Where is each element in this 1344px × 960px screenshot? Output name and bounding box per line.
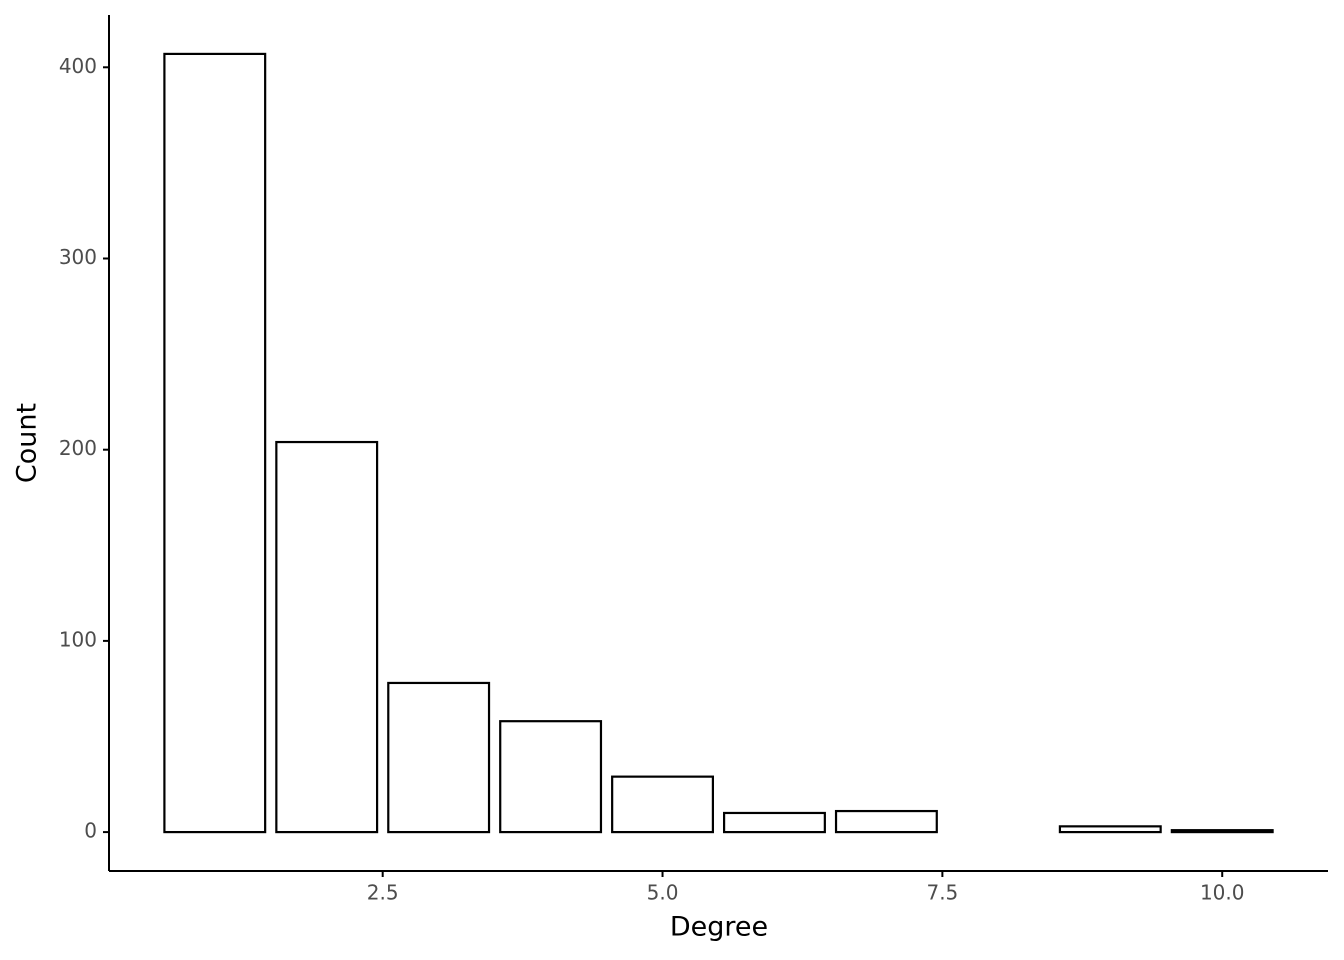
y-axis-title: Count (12, 403, 43, 483)
bar (499, 720, 603, 834)
x-tick-label: 10.0 (1200, 881, 1245, 905)
y-tick-label: 200 (59, 436, 97, 460)
y-tick-label: 300 (59, 245, 97, 269)
x-tick-label: 7.5 (926, 881, 958, 905)
y-tick-label: 100 (59, 627, 97, 651)
bar (1170, 829, 1274, 834)
bar (387, 681, 491, 834)
bar (1058, 825, 1162, 834)
bar (275, 440, 379, 834)
bar (611, 775, 715, 834)
x-axis-title: Degree (670, 912, 768, 943)
bar (163, 52, 267, 834)
x-tick-label: 5.0 (647, 881, 679, 905)
x-tick-label: 2.5 (367, 881, 399, 905)
bar (834, 809, 938, 834)
bar (722, 811, 826, 834)
y-tick-label: 0 (84, 819, 97, 843)
y-tick-label: 400 (59, 54, 97, 78)
